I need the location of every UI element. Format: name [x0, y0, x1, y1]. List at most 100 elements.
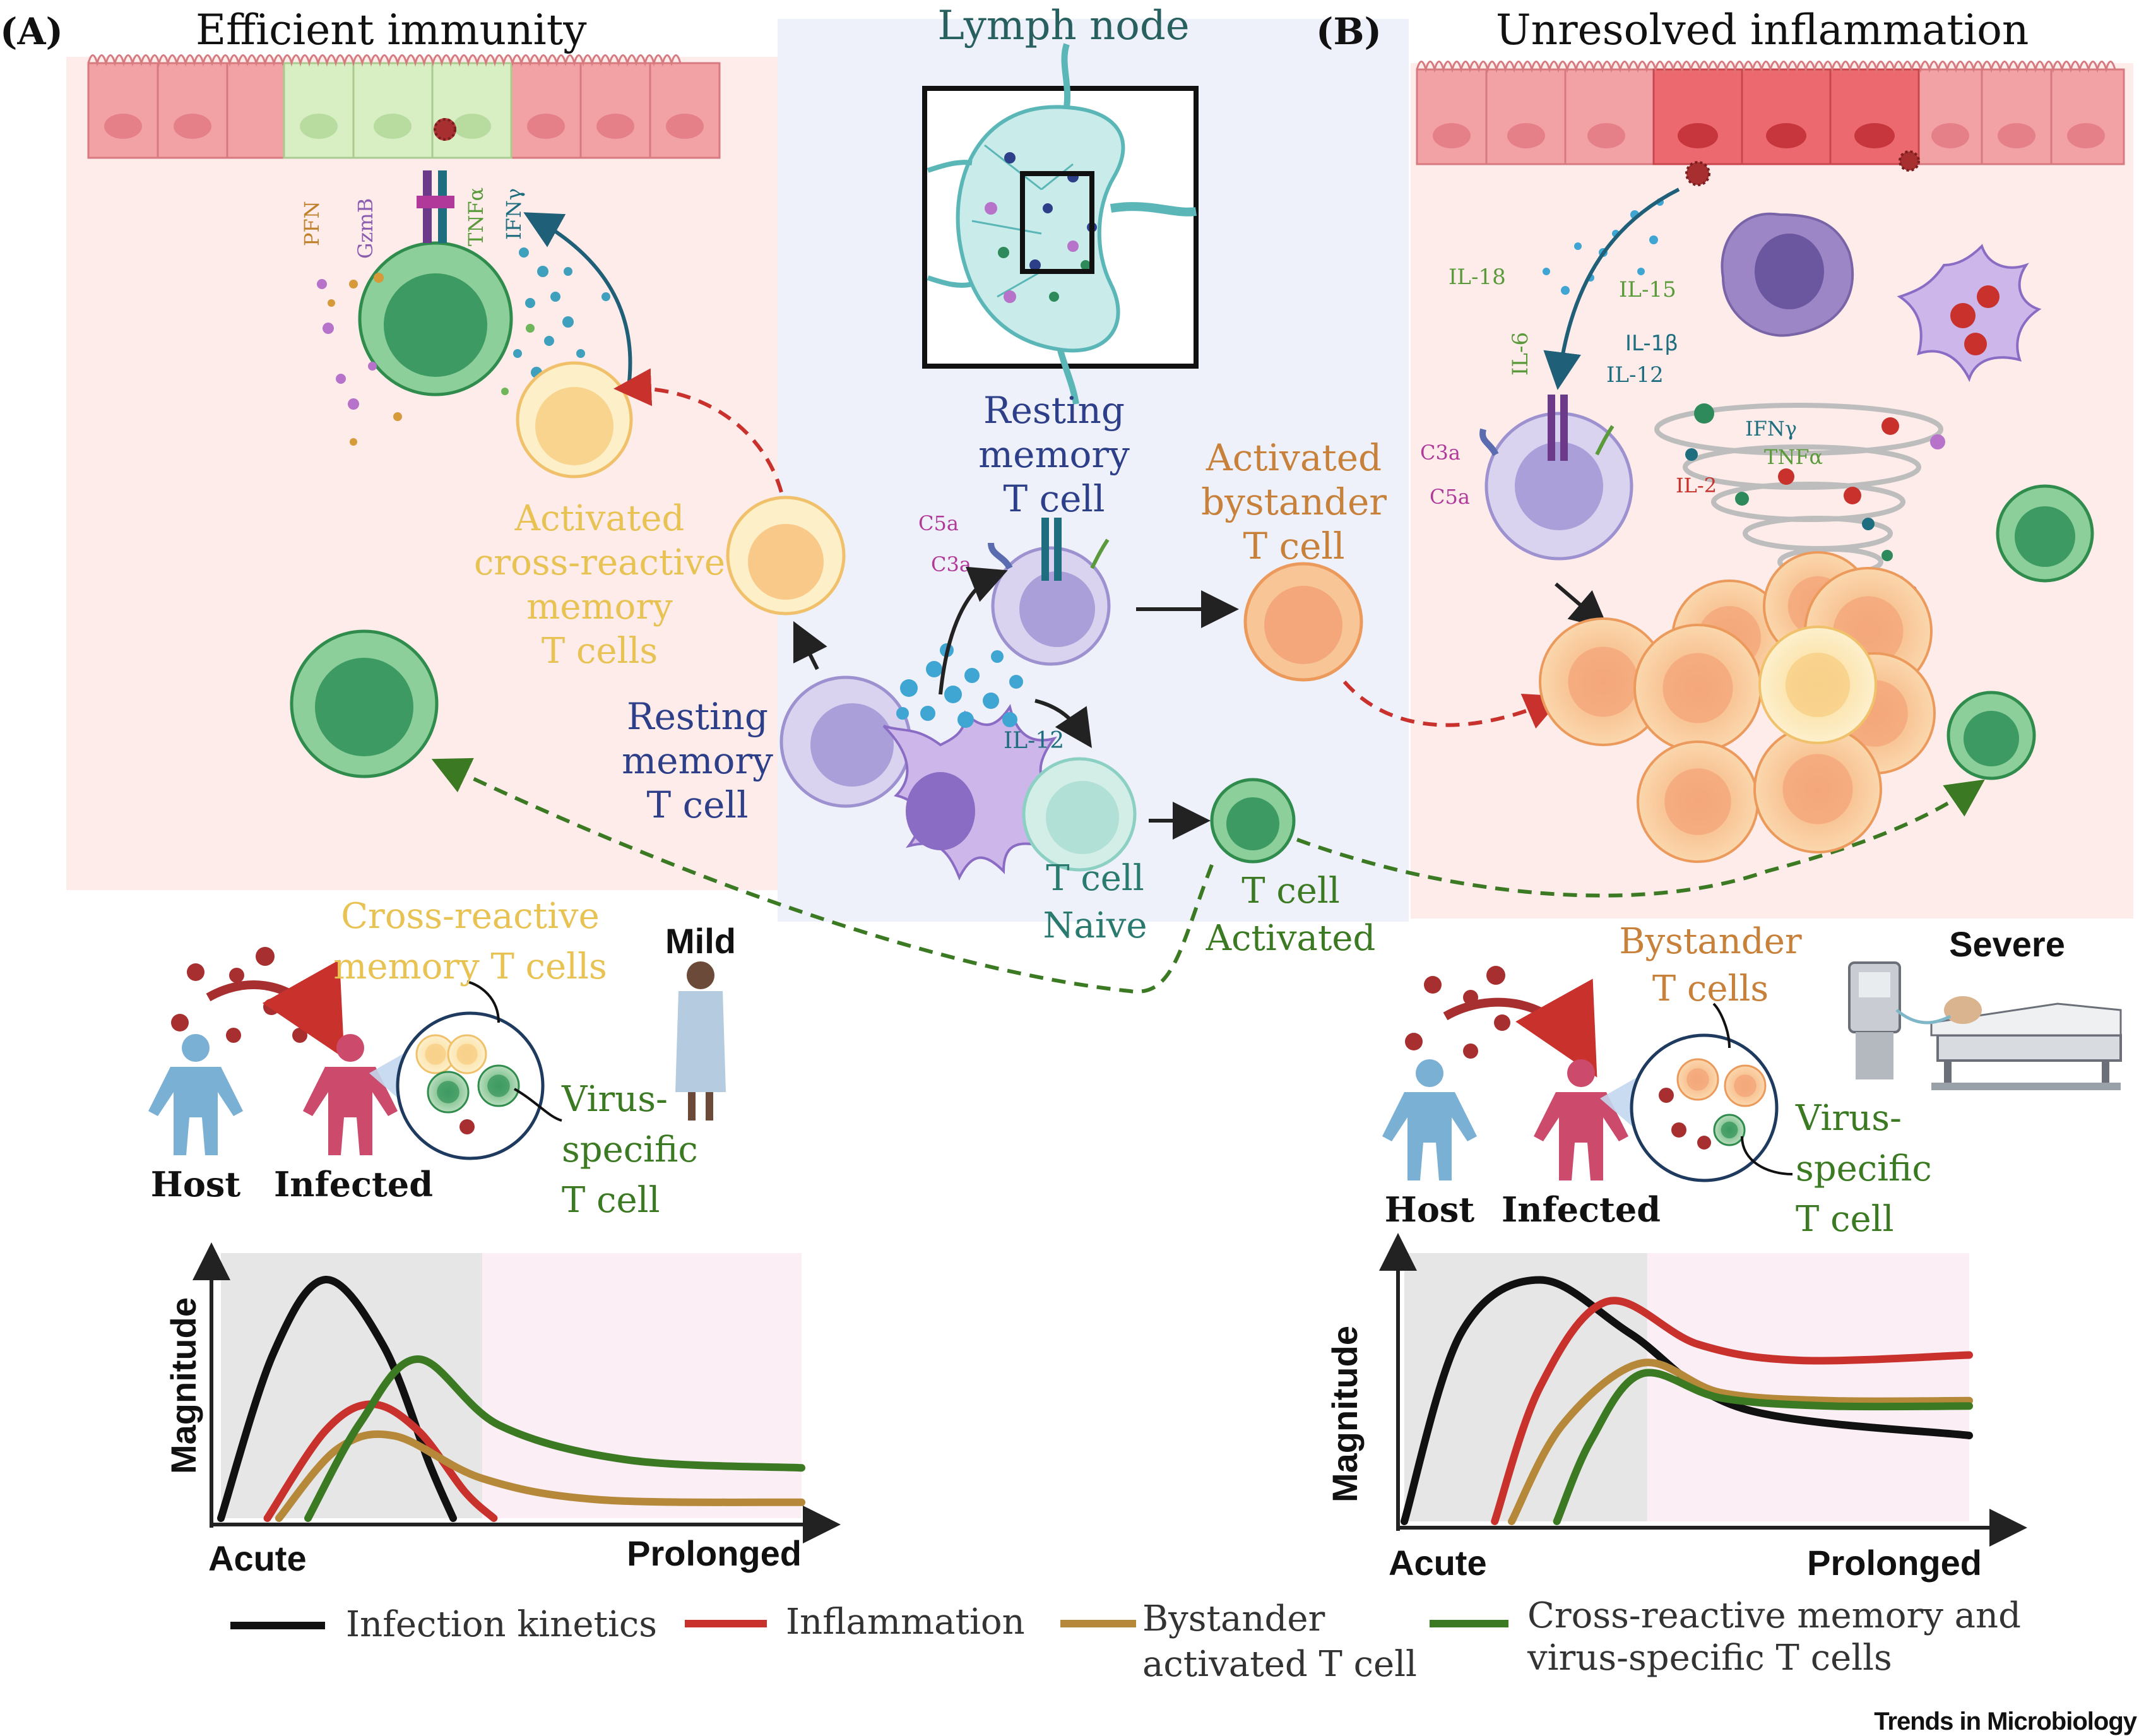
- chart-a-series-1-line: [217, 1276, 457, 1522]
- virus-specific-a-line2: specific: [562, 1129, 698, 1170]
- lymph-node-illustration: [922, 43, 1199, 405]
- activation-arrow-b: [1555, 582, 1609, 629]
- resting-memory-t-cell-center: [988, 518, 1111, 666]
- macrophage: [1721, 212, 1854, 337]
- virus-particle-a: [434, 118, 456, 141]
- host-person-b: [1382, 1059, 1477, 1180]
- memory-t-cell-panel-a: [290, 629, 439, 778]
- c5a-b-label: C5a: [1430, 485, 1470, 509]
- chart-a-x-end: Prolonged: [627, 1533, 802, 1573]
- cross-reactive-label-line2: cross-reactive: [474, 542, 725, 583]
- chart-a-prolonged-phase: [482, 1253, 802, 1518]
- resting-memory-center-line3: T cell: [1003, 477, 1105, 520]
- activated-bystander-line2: bystander: [1201, 480, 1387, 523]
- chart-a-series-3-line: [275, 1430, 805, 1522]
- virus-specific-label-b: Virus- specific T cell: [1795, 1098, 1932, 1240]
- activated-label-line2: Activated: [1206, 918, 1376, 959]
- activated-t-cell: [1210, 778, 1296, 864]
- bystander-bottom-label: Bystander T cells: [1619, 921, 1801, 1009]
- panel-b-letter: (B): [1316, 10, 1382, 53]
- legend-infection: Infection kinetics: [346, 1604, 657, 1645]
- legend-inflammation: Inflammation: [786, 1602, 1025, 1643]
- virus-specific-b-line1: Virus-: [1795, 1098, 1902, 1139]
- chart-b-series-3-line: [1508, 1358, 1973, 1525]
- zoom-circle-b: [1630, 1033, 1779, 1182]
- virus-specific-t-cell-b1: [1996, 484, 2094, 583]
- infected-label-a: Infected: [274, 1164, 433, 1204]
- chart-b-ylabel: Magnitude: [1325, 1326, 1365, 1502]
- host-person-a: [148, 1034, 243, 1155]
- il12-particles: [896, 643, 1023, 728]
- il12-label: IL-12: [1004, 728, 1064, 754]
- dendritic-cell: [882, 704, 1064, 881]
- bystander-memory-cell-b: [1479, 395, 1633, 561]
- pointer-line-b2: [1741, 1136, 1793, 1175]
- activated-bystander-line3: T cell: [1243, 525, 1344, 568]
- legend-cross-reactive-line2: virus-specific T cells: [1527, 1638, 1892, 1679]
- cross-reactive-label: Activated cross-reactive memory T cells: [474, 498, 725, 672]
- chart-a: Magnitude Acute Prolonged: [163, 1242, 841, 1578]
- cross-reactive-label-line4: T cells: [542, 631, 658, 672]
- patient-mild-icon: [675, 961, 726, 1121]
- legend-bystander-line2: activated T cell: [1142, 1644, 1417, 1685]
- transmission-arrow-b: [1443, 978, 1597, 1078]
- bystander-bottom-line1: Bystander: [1619, 921, 1801, 962]
- virus-specific-a-line3: T cell: [562, 1180, 660, 1221]
- il6-label: IL-6: [1508, 332, 1533, 376]
- host-label-a: Host: [151, 1164, 240, 1204]
- c3a-b-label: C3a: [1420, 441, 1461, 465]
- chart-b: Magnitude Acute Prolonged: [1325, 1233, 2027, 1583]
- cross-reactive-bottom-line2: memory T cells: [333, 946, 607, 987]
- epithelium-b: [1416, 61, 2125, 165]
- virus-specific-b-line3: T cell: [1796, 1199, 1893, 1240]
- gzmb-label: GzmB: [353, 198, 377, 259]
- chart-b-series-1-line: [1401, 1276, 1973, 1525]
- chart-b-series-2-line: [1491, 1297, 1973, 1525]
- lymph-node-title: Lymph node: [937, 3, 1189, 49]
- cytokine-arrow-b: [1543, 187, 1680, 390]
- resting-memory-left-line3: T cell: [646, 783, 748, 826]
- resting-memory-left-line1: Resting: [627, 695, 768, 738]
- legend-bystander-line1: Bystander: [1142, 1598, 1325, 1639]
- virus-particle-b: [1685, 150, 1920, 186]
- naive-label: T cell Naive: [1043, 858, 1147, 946]
- ifng-label-a: IFNγ: [502, 188, 526, 240]
- chart-b-x-end: Prolonged: [1807, 1543, 1982, 1583]
- resting-memory-center-label: Resting memory T cell: [978, 389, 1130, 520]
- resting-memory-left-label: Resting memory T cell: [622, 695, 773, 826]
- bystander-t-cell-cluster: [1539, 551, 1936, 863]
- cytokine-storm: [1654, 403, 1943, 577]
- il18-label: IL-18: [1449, 265, 1506, 290]
- activated-bystander-label: Activated bystander T cell: [1201, 436, 1387, 568]
- cross-reactive-t-cell-large: [516, 361, 633, 479]
- c5a-label: C5a: [918, 511, 959, 535]
- naive-label-line2: Naive: [1043, 905, 1147, 946]
- host-label-b: Host: [1385, 1189, 1474, 1230]
- resting-memory-t-cell-left: [779, 675, 912, 808]
- cross-reactive-t-cell-small: [726, 496, 846, 615]
- cross-reactive-bottom-label: Cross-reactive memory T cells: [333, 896, 607, 987]
- tnfa-label-a: TNFα: [464, 187, 488, 246]
- chart-b-x-start: Acute: [1389, 1543, 1487, 1583]
- dendritic-cell-b: [1897, 244, 2042, 383]
- green-migration-arrow-a: [431, 758, 1214, 994]
- chart-a-series-4-line: [304, 1355, 805, 1522]
- journal-credit: Trends in Microbiology: [1874, 1708, 2138, 1735]
- bystander-migration-arrow: [1342, 681, 1563, 729]
- ifng-secretion-arrow: [523, 212, 632, 392]
- infected-person-a: [303, 1034, 398, 1155]
- virus-cluster-b: [1405, 966, 1579, 1059]
- activated-bystander-t-cell: [1243, 562, 1363, 682]
- cross-reactive-bottom-line1: Cross-reactive: [341, 896, 600, 937]
- epithelium-a: [87, 54, 721, 159]
- activated-bystander-line1: Activated: [1206, 436, 1382, 479]
- activated-label: T cell Activated: [1206, 871, 1376, 959]
- resting-memory-left-line2: memory: [622, 739, 773, 782]
- chart-a-ylabel: Magnitude: [163, 1297, 203, 1474]
- naive-label-line1: T cell: [1046, 858, 1144, 899]
- cross-reactive-activation-arrow: [613, 368, 788, 515]
- panel-a-title: Efficient immunity: [196, 6, 587, 54]
- zoom-circle-a: [396, 1011, 545, 1160]
- il2-label: IL-2: [1676, 473, 1717, 497]
